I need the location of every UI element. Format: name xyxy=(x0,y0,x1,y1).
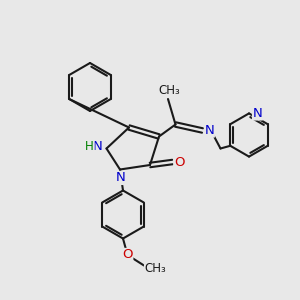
Text: CH₃: CH₃ xyxy=(145,262,166,275)
Text: N: N xyxy=(93,140,103,154)
Text: H: H xyxy=(85,140,94,154)
Text: N: N xyxy=(205,124,214,137)
Text: O: O xyxy=(174,155,184,169)
Text: N: N xyxy=(116,171,125,184)
Text: CH₃: CH₃ xyxy=(159,84,180,97)
Text: O: O xyxy=(122,248,133,262)
Text: N: N xyxy=(253,107,262,120)
